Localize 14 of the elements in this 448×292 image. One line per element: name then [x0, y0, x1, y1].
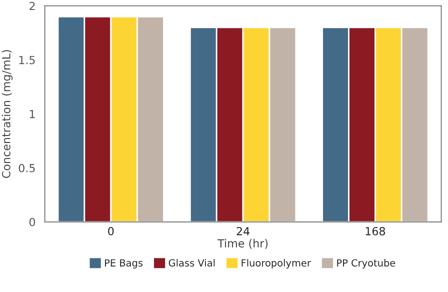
legend-label: PP Cryotube — [337, 259, 396, 268]
y-tick-label: 0.5 — [18, 164, 35, 172]
x-tick-label: 0 — [108, 226, 114, 236]
y-tick-label: 2 — [30, 2, 35, 10]
x-tick-label: 24 — [236, 226, 250, 236]
y-tick-label: 1 — [30, 110, 35, 118]
x-axis-title: Time (hr) — [218, 238, 268, 249]
legend-label: Fluoropolymer — [242, 259, 311, 268]
y-tick-label: 1.5 — [19, 56, 35, 64]
legend-label: PE Bags — [105, 259, 143, 268]
legend-label: Glass Vial — [168, 259, 215, 267]
y-axis-title: Concentration (mg/mL) — [2, 50, 13, 178]
x-tick-label: 168 — [366, 226, 386, 236]
y-tick-label: 0 — [29, 218, 36, 226]
